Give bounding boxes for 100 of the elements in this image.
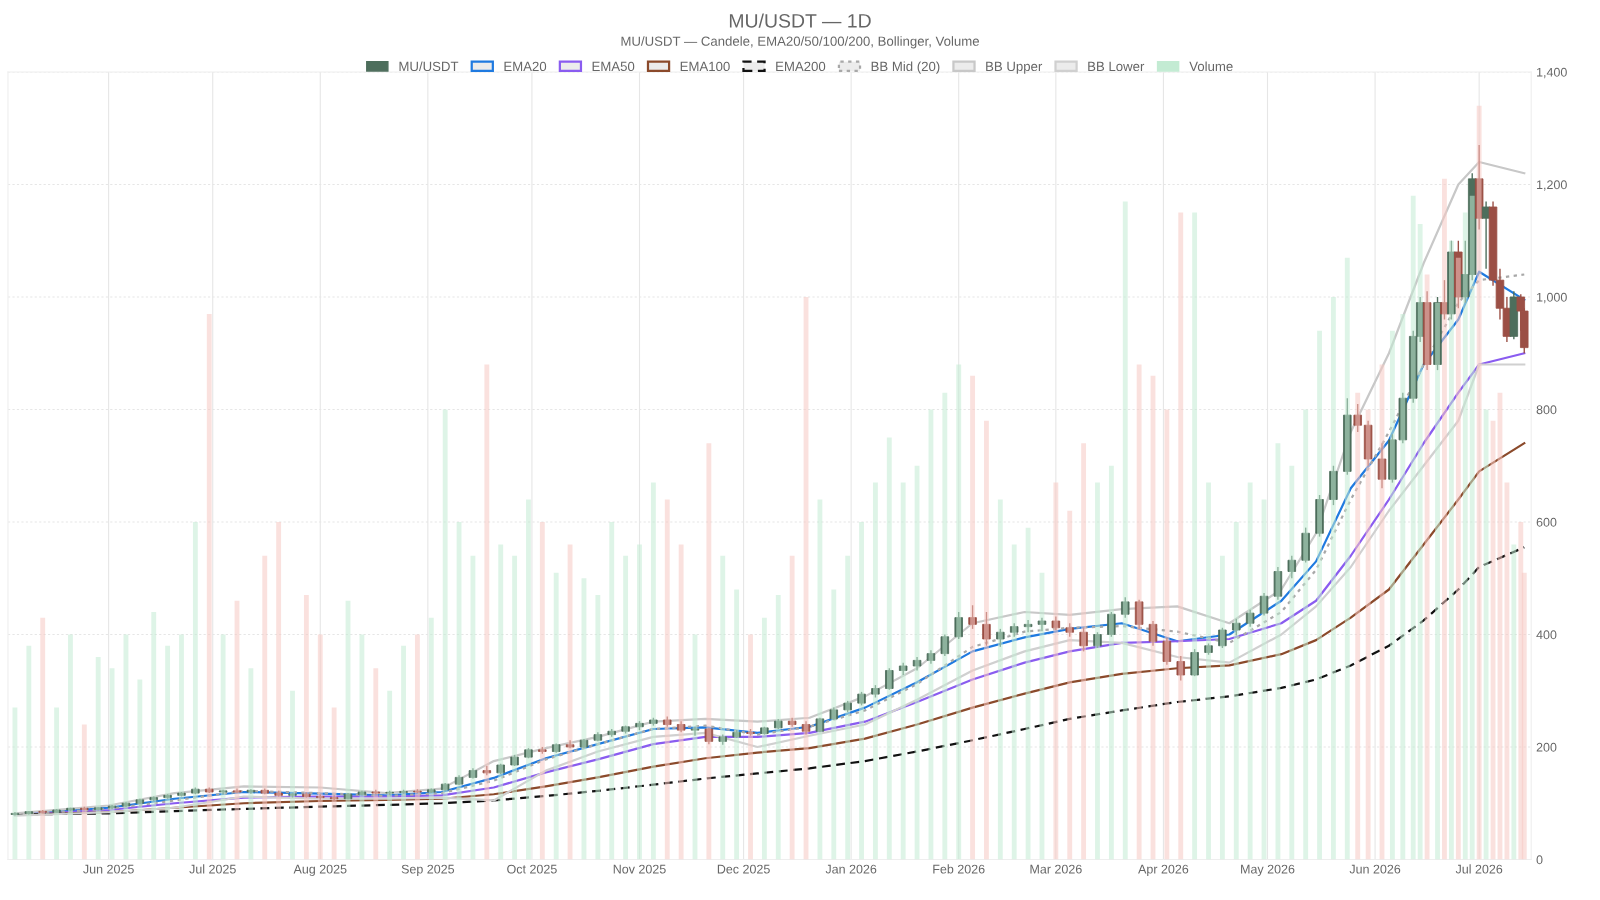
- legend-label: Volume: [1189, 61, 1233, 72]
- bar: [1192, 212, 1198, 860]
- bar: [761, 617, 767, 860]
- bar: [1108, 465, 1114, 860]
- bar: [387, 690, 393, 860]
- y-tick-label: 200: [1536, 742, 1557, 752]
- y-tick-label: 800: [1536, 405, 1557, 415]
- bar: [1389, 330, 1395, 860]
- chart-subtitle: MU/USDT — Candele, EMA20/50/100/200, Bollinger, Volume: [621, 36, 979, 49]
- bar: [95, 657, 101, 860]
- bar: [359, 634, 365, 860]
- bar: [262, 555, 268, 860]
- bar: [1410, 195, 1416, 860]
- x-tick-label: Sep 2025: [401, 864, 455, 877]
- bar: [1178, 212, 1184, 860]
- x-tick-label: Jan 2026: [825, 864, 877, 874]
- bar: [165, 645, 171, 860]
- bar: [984, 420, 989, 860]
- bar: [595, 595, 601, 860]
- legend-label: BB Upper: [986, 61, 1043, 74]
- candlestick: [1176, 655, 1185, 682]
- x-tick-label: Apr 2026: [1138, 864, 1189, 877]
- candlestick: [1353, 403, 1362, 433]
- candlestick: [982, 611, 991, 647]
- bar: [873, 482, 878, 860]
- candlestick: [1287, 555, 1297, 579]
- bar: [706, 443, 712, 860]
- bar: [1355, 392, 1361, 860]
- bar: [1122, 201, 1128, 860]
- bar: [539, 522, 545, 860]
- bar: [1219, 555, 1225, 860]
- bar: [428, 617, 434, 860]
- bar: [1417, 223, 1423, 860]
- x-tick-label: Mar 2026: [1030, 864, 1082, 874]
- bar: [886, 437, 892, 860]
- bar: [1233, 522, 1239, 860]
- candlestick: [1134, 598, 1144, 630]
- bar: [137, 679, 143, 860]
- bar: [1331, 297, 1336, 860]
- candlestick: [1162, 637, 1172, 666]
- bar: [1011, 544, 1017, 860]
- bar: [68, 634, 73, 860]
- bar: [1136, 364, 1142, 860]
- bar: [1424, 274, 1430, 860]
- x-tick-label: Oct 2025: [507, 864, 557, 874]
- bar: [1247, 482, 1253, 860]
- bar: [1448, 240, 1454, 860]
- bar: [401, 645, 406, 860]
- bar: [609, 522, 615, 860]
- bar: [179, 634, 184, 860]
- x-tick-label: Aug 2025: [293, 864, 347, 877]
- bar: [248, 668, 254, 860]
- candlestick: [954, 611, 963, 640]
- bar: [720, 555, 726, 860]
- candlestick: [1218, 627, 1227, 649]
- legend-label: EMA200: [776, 61, 826, 72]
- candlestick: [1107, 611, 1116, 638]
- y-tick-label: 1,200: [1537, 180, 1567, 191]
- legend-label: MU/USDT: [399, 61, 459, 72]
- bar: [1081, 443, 1087, 860]
- bar: [1289, 465, 1295, 860]
- bar: [40, 617, 46, 860]
- bar: [1067, 510, 1073, 860]
- bar: [664, 499, 670, 860]
- bar: [54, 707, 59, 860]
- bar: [1504, 482, 1510, 860]
- x-tick-label: Dec 2025: [717, 864, 770, 874]
- candlestick: [1148, 620, 1158, 647]
- bar: [900, 482, 906, 860]
- bar: [26, 645, 32, 860]
- y-tick-label: 1,400: [1537, 67, 1567, 79]
- x-tick-label: Jun 2025: [83, 864, 134, 874]
- bar: [512, 555, 518, 860]
- bar: [775, 595, 781, 860]
- x-tick-label: May 2026: [1241, 864, 1295, 877]
- bar: [276, 522, 282, 860]
- candlestick: [968, 604, 977, 630]
- bar: [303, 595, 309, 860]
- bar: [678, 544, 684, 860]
- candlestick: [1121, 596, 1130, 619]
- x-tick-label: Jul 2026: [1455, 864, 1503, 874]
- bar: [442, 409, 448, 860]
- bar: [1442, 178, 1447, 860]
- legend-label: EMA50: [592, 61, 635, 72]
- y-tick-label: 400: [1536, 630, 1557, 640]
- x-tick-label: Feb 2026: [933, 864, 985, 874]
- candlestick: [1377, 442, 1387, 489]
- x-tick-label: Nov 2025: [613, 864, 666, 874]
- bar: [1462, 212, 1468, 860]
- bar: [1095, 482, 1100, 860]
- bar: [970, 375, 976, 860]
- bar: [553, 572, 559, 860]
- bar: [831, 589, 837, 860]
- candlestick: [940, 633, 950, 657]
- bar: [1435, 302, 1440, 860]
- bar: [331, 707, 337, 860]
- bar: [567, 544, 573, 860]
- chart-title: MU/USDT — 1D: [729, 13, 871, 28]
- bar: [1521, 572, 1527, 860]
- bar: [192, 522, 198, 860]
